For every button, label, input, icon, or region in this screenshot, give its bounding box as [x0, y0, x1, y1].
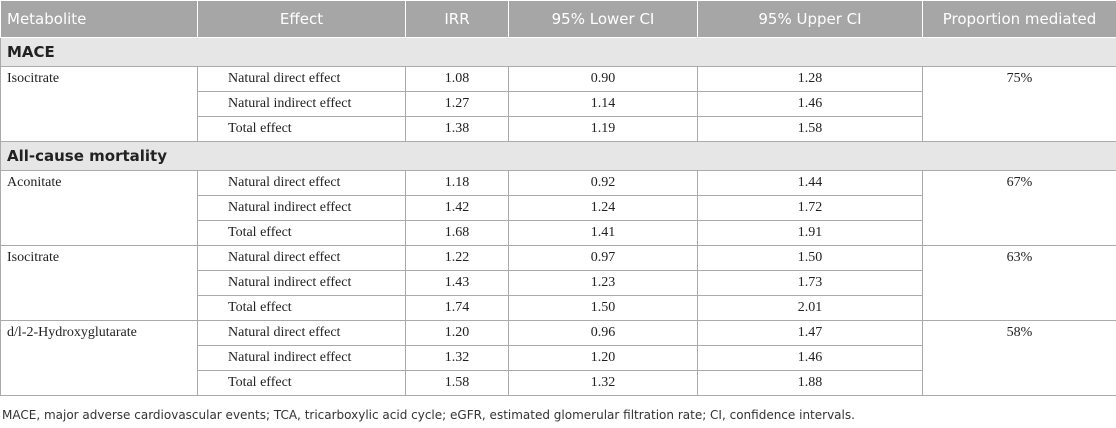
table-body: MACE Isocitrate Natural direct effect 1.08 0…: [0, 37, 1116, 396]
footnote: MACE, major adverse cardiovascular event…: [2, 408, 855, 422]
lower-ci: 0.92: [508, 170, 698, 196]
lower-ci: 1.50: [508, 295, 698, 321]
effect: Natural indirect effect: [197, 195, 406, 221]
upper-ci: 1.88: [697, 370, 923, 396]
section-row: All-cause mortality: [0, 141, 1116, 171]
irr: 1.08: [405, 66, 509, 92]
column-header: Proportion mediated: [922, 0, 1116, 38]
upper-ci: 1.28: [697, 66, 923, 92]
effect: Natural direct effect: [197, 320, 406, 346]
effect: Natural direct effect: [197, 245, 406, 271]
data-row: Natural indirect effect 1.32 1.20 1.46: [1, 345, 1116, 371]
irr: 1.42: [405, 195, 509, 221]
header-row: Metabolite Effect IRR 95% Lower CI 95% Upper…: [0, 0, 1116, 38]
irr: 1.27: [405, 91, 509, 117]
upper-ci: 1.72: [697, 195, 923, 221]
metabolite: Aconitate: [0, 170, 198, 246]
data-row: Natural indirect effect 1.42 1.24 1.72: [1, 195, 1116, 221]
upper-ci: 1.46: [697, 91, 923, 117]
section-row: MACE: [0, 37, 1116, 67]
section-title: All-cause mortality: [0, 141, 1116, 171]
upper-ci: 2.01: [697, 295, 923, 321]
lower-ci: 1.20: [508, 345, 698, 371]
lower-ci: 1.23: [508, 270, 698, 296]
upper-ci: 1.73: [697, 270, 923, 296]
data-row: Total effect 1.38 1.19 1.58: [1, 116, 1116, 142]
upper-ci: 1.46: [697, 345, 923, 371]
lower-ci: 1.41: [508, 220, 698, 246]
irr: 1.58: [405, 370, 509, 396]
section-title: MACE: [0, 37, 1116, 67]
data-row: Total effect 1.74 1.50 2.01: [1, 295, 1116, 321]
data-row: Natural indirect effect 1.27 1.14 1.46: [1, 91, 1116, 117]
upper-ci: 1.47: [697, 320, 923, 346]
metabolite: d/l-2-Hydroxyglutarate: [0, 320, 198, 396]
proportion-mediated: 67%: [922, 170, 1116, 246]
lower-ci: 0.97: [508, 245, 698, 271]
metabolite: Isocitrate: [0, 66, 198, 142]
effect: Natural indirect effect: [197, 91, 406, 117]
irr: 1.22: [405, 245, 509, 271]
upper-ci: 1.44: [697, 170, 923, 196]
lower-ci: 1.19: [508, 116, 698, 142]
data-row: Total effect 1.58 1.32 1.88: [1, 370, 1116, 396]
upper-ci: 1.58: [697, 116, 923, 142]
irr: 1.18: [405, 170, 509, 196]
column-header: IRR: [405, 0, 509, 38]
effect: Total effect: [197, 370, 406, 396]
lower-ci: 0.96: [508, 320, 698, 346]
upper-ci: 1.91: [697, 220, 923, 246]
data-row: Natural indirect effect 1.43 1.23 1.73: [1, 270, 1116, 296]
data-row: Total effect 1.68 1.41 1.91: [1, 220, 1116, 246]
effect: Natural indirect effect: [197, 270, 406, 296]
column-header: 95% Lower CI: [508, 0, 698, 38]
effect: Total effect: [197, 295, 406, 321]
data-row: Isocitrate Natural direct effect 1.22 0.97 1…: [0, 245, 1116, 321]
column-header: 95% Upper CI: [697, 0, 923, 38]
effect: Total effect: [197, 220, 406, 246]
column-header: Metabolite: [0, 0, 198, 38]
lower-ci: 1.14: [508, 91, 698, 117]
lower-ci: 0.90: [508, 66, 698, 92]
data-row: Aconitate Natural direct effect 1.18 0.92 1.…: [0, 170, 1116, 246]
data-row: d/l-2-Hydroxyglutarate Natural direct eff…: [0, 320, 1116, 396]
lower-ci: 1.32: [508, 370, 698, 396]
upper-ci: 1.50: [697, 245, 923, 271]
effect: Total effect: [197, 116, 406, 142]
irr: 1.32: [405, 345, 509, 371]
proportion-mediated: 63%: [922, 245, 1116, 321]
effect: Natural direct effect: [197, 66, 406, 92]
irr: 1.68: [405, 220, 509, 246]
column-header: Effect: [197, 0, 406, 38]
irr: 1.74: [405, 295, 509, 321]
effect: Natural direct effect: [197, 170, 406, 196]
lower-ci: 1.24: [508, 195, 698, 221]
metabolite: Isocitrate: [0, 245, 198, 321]
irr: 1.20: [405, 320, 509, 346]
irr: 1.38: [405, 116, 509, 142]
proportion-mediated: 58%: [922, 320, 1116, 396]
irr: 1.43: [405, 270, 509, 296]
data-row: Isocitrate Natural direct effect 1.08 0.90 1…: [0, 66, 1116, 142]
results-table: Metabolite Effect IRR 95% Lower CI 95% Upper…: [0, 0, 1116, 396]
proportion-mediated: 75%: [922, 66, 1116, 142]
effect: Natural indirect effect: [197, 345, 406, 371]
